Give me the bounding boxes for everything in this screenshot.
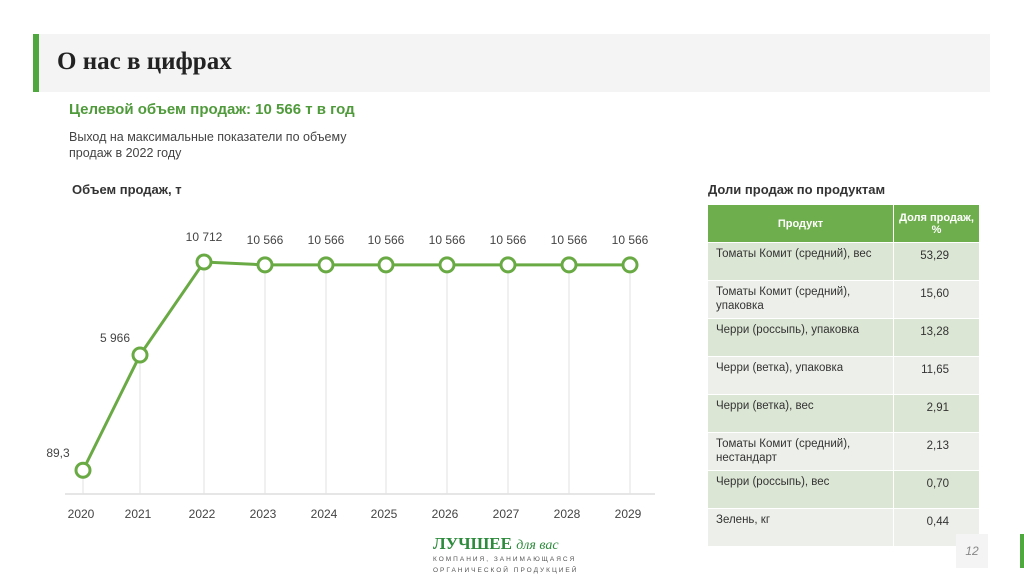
x-tick-label: 2021 (125, 507, 152, 521)
data-point (377, 256, 395, 274)
page-accent-bar (1020, 534, 1024, 568)
accent-bar (33, 34, 39, 92)
data-point (438, 256, 456, 274)
data-point (317, 256, 335, 274)
x-tick-label: 2027 (493, 507, 520, 521)
share-cell: 0,70 (893, 470, 980, 509)
table-row: Черри (россыпь), вес 0,70 (707, 470, 980, 509)
data-label: 10 566 (490, 233, 527, 247)
data-point (621, 256, 639, 274)
data-point (131, 346, 149, 364)
logo-italic: для вас (516, 538, 559, 553)
share-cell: 2,13 (893, 432, 980, 471)
product-cell: Томаты Комит (средний), нестандарт (707, 432, 894, 471)
table-row: Черри (ветка), упаковка 11,65 (707, 356, 980, 395)
product-cell: Черри (россыпь), упаковка (707, 318, 894, 357)
product-cell: Томаты Комит (средний), вес (707, 242, 894, 281)
data-label: 5 966 (100, 331, 130, 345)
data-point (74, 461, 92, 479)
series-line (81, 260, 630, 471)
x-tick-label: 2023 (250, 507, 277, 521)
column-header: Доля продаж, % (893, 204, 980, 243)
table-title: Доли продаж по продуктам (708, 182, 886, 197)
column-header: Продукт (707, 204, 894, 243)
share-cell: 2,91 (893, 394, 980, 433)
x-tick-label: 2024 (311, 507, 338, 521)
table-row: Томаты Комит (средний), упаковка 15,60 (707, 280, 980, 319)
data-label: 10 712 (186, 230, 223, 244)
logo-tagline-2: ОРГАНИЧЕСКОЙ ПРОДУКЦИЕЙ (433, 567, 579, 574)
line-chart: 89,3 2020 5 966 2021 10 712 2022 10 566 2023 10 … (46, 230, 655, 521)
company-logo: ЛУЧШЕЕ для вас КОМПАНИЯ, ЗАНИМАЮЩАЯСЯ ОР… (433, 534, 578, 576)
header: О нас в цифрах (33, 34, 990, 92)
table-row: Черри (россыпь), упаковка 13,28 (707, 318, 980, 357)
product-cell: Черри (ветка), вес (707, 394, 894, 433)
share-cell: 0,44 (893, 508, 980, 547)
share-cell: 11,65 (893, 356, 980, 395)
data-label: 10 566 (612, 233, 649, 247)
x-tick-label: 2020 (68, 507, 95, 521)
description: Выход на максимальные показатели по объе… (69, 130, 347, 160)
data-label: 10 566 (247, 233, 284, 247)
chart-title: Объем продаж, т (72, 182, 182, 197)
page-number: 12 (956, 534, 988, 568)
share-cell: 15,60 (893, 280, 980, 319)
product-cell: Черри (россыпь), вес (707, 470, 894, 509)
share-cell: 53,29 (893, 242, 980, 281)
x-tick-label: 2026 (432, 507, 459, 521)
data-label: 10 566 (429, 233, 466, 247)
table-row: Томаты Комит (средний), вес 53,29 (707, 242, 980, 281)
x-tick-label: 2022 (189, 507, 216, 521)
logo-tagline-1: КОМПАНИЯ, ЗАНИМАЮЩАЯСЯ (433, 556, 577, 563)
table-row: Зелень, кг 0,44 (707, 508, 980, 547)
target-volume: Целевой объем продаж: 10 566 т в год (69, 101, 355, 118)
product-cell: Томаты Комит (средний), упаковка (707, 280, 894, 319)
data-label: 10 566 (368, 233, 405, 247)
table-row: Черри (ветка), вес 2,91 (707, 394, 980, 433)
sales-share-table: Продукт Доля продаж, % Томаты Комит (сред… (707, 204, 980, 547)
share-cell: 13,28 (893, 318, 980, 357)
data-label: 10 566 (308, 233, 345, 247)
data-label: 89,3 (46, 446, 70, 460)
data-point (499, 256, 517, 274)
data-point (256, 256, 274, 274)
logo-main: ЛУЧШЕЕ (433, 534, 512, 553)
product-cell: Зелень, кг (707, 508, 894, 547)
x-tick-label: 2029 (615, 507, 642, 521)
table-row: Томаты Комит (средний), нестандарт 2,13 (707, 432, 980, 471)
data-point (195, 253, 213, 271)
data-point (560, 256, 578, 274)
data-label: 10 566 (551, 233, 588, 247)
x-tick-label: 2025 (371, 507, 398, 521)
product-cell: Черри (ветка), упаковка (707, 356, 894, 395)
x-tick-label: 2028 (554, 507, 581, 521)
page-title: О нас в цифрах (57, 48, 232, 75)
